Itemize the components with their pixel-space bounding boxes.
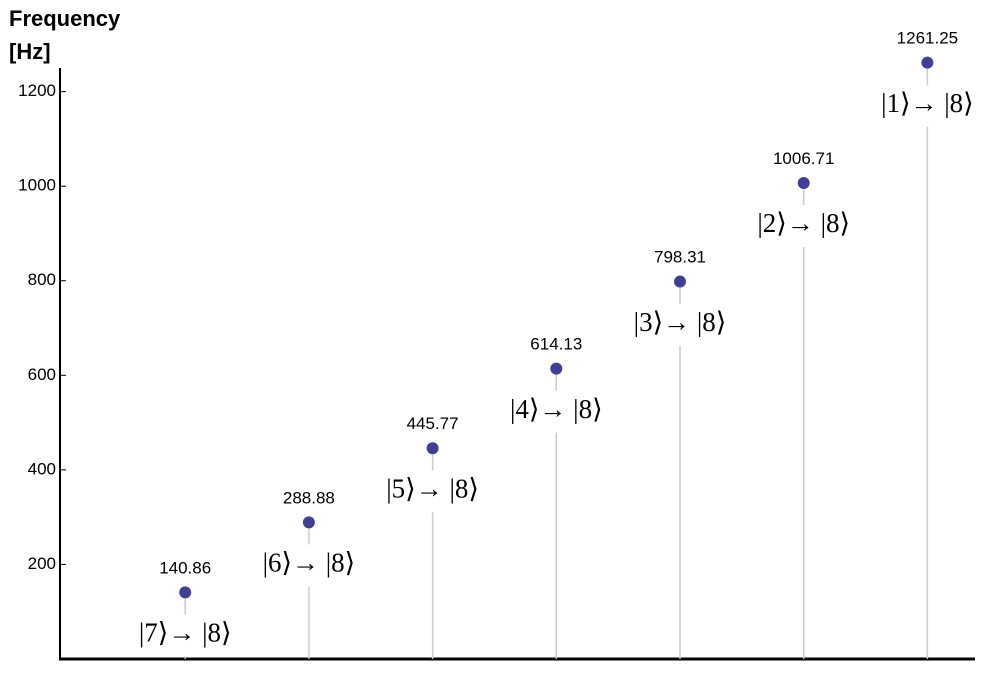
value-label-bg — [268, 480, 349, 511]
y-axis-title: Frequency [Hz] — [9, 6, 121, 64]
value-label-bg — [392, 406, 473, 437]
value-label: 445.77 — [407, 414, 459, 433]
y-tick-label: 1000 — [18, 176, 56, 195]
label-bg — [125, 614, 246, 657]
transition-label: |1⟩→ |8⟩ — [881, 88, 974, 118]
label-bg — [372, 470, 493, 513]
point — [302, 516, 315, 529]
label-bg — [743, 205, 864, 248]
y-tick-label: 200 — [28, 554, 56, 573]
value-label: 614.13 — [530, 335, 582, 354]
label-bg — [867, 84, 988, 127]
transition-label: |4⟩→ |8⟩ — [510, 394, 603, 424]
y-tick-label: 400 — [28, 459, 56, 478]
transition-label: |6⟩→ |8⟩ — [263, 548, 356, 578]
label-bg — [620, 303, 740, 346]
value-label: 140.86 — [159, 558, 211, 577]
value-label: 798.31 — [654, 248, 706, 267]
y-tick-label: 1200 — [18, 81, 56, 100]
value-label-bg — [640, 239, 720, 270]
value-label: 1006.71 — [773, 149, 834, 168]
point — [921, 56, 934, 69]
label-bg — [248, 544, 369, 587]
point — [797, 177, 810, 190]
value-label: 1261.25 — [897, 29, 958, 48]
value-label-bg — [763, 141, 844, 172]
point — [550, 362, 563, 375]
point — [426, 442, 439, 455]
value-label-bg — [516, 326, 597, 357]
transition-label: |5⟩→ |8⟩ — [386, 473, 479, 503]
point — [179, 586, 192, 599]
y-tick-label: 600 — [28, 365, 56, 384]
value-label-bg — [145, 550, 226, 581]
transition-label: |3⟩→ |8⟩ — [634, 307, 727, 337]
y-tick-label: 800 — [28, 270, 56, 289]
value-label-bg — [887, 20, 968, 51]
transition-label: |2⟩→ |8⟩ — [757, 208, 850, 238]
label-bg — [496, 390, 617, 433]
value-label: 288.88 — [283, 488, 335, 507]
transition-label: |7⟩→ |8⟩ — [139, 618, 232, 648]
point — [674, 275, 686, 288]
